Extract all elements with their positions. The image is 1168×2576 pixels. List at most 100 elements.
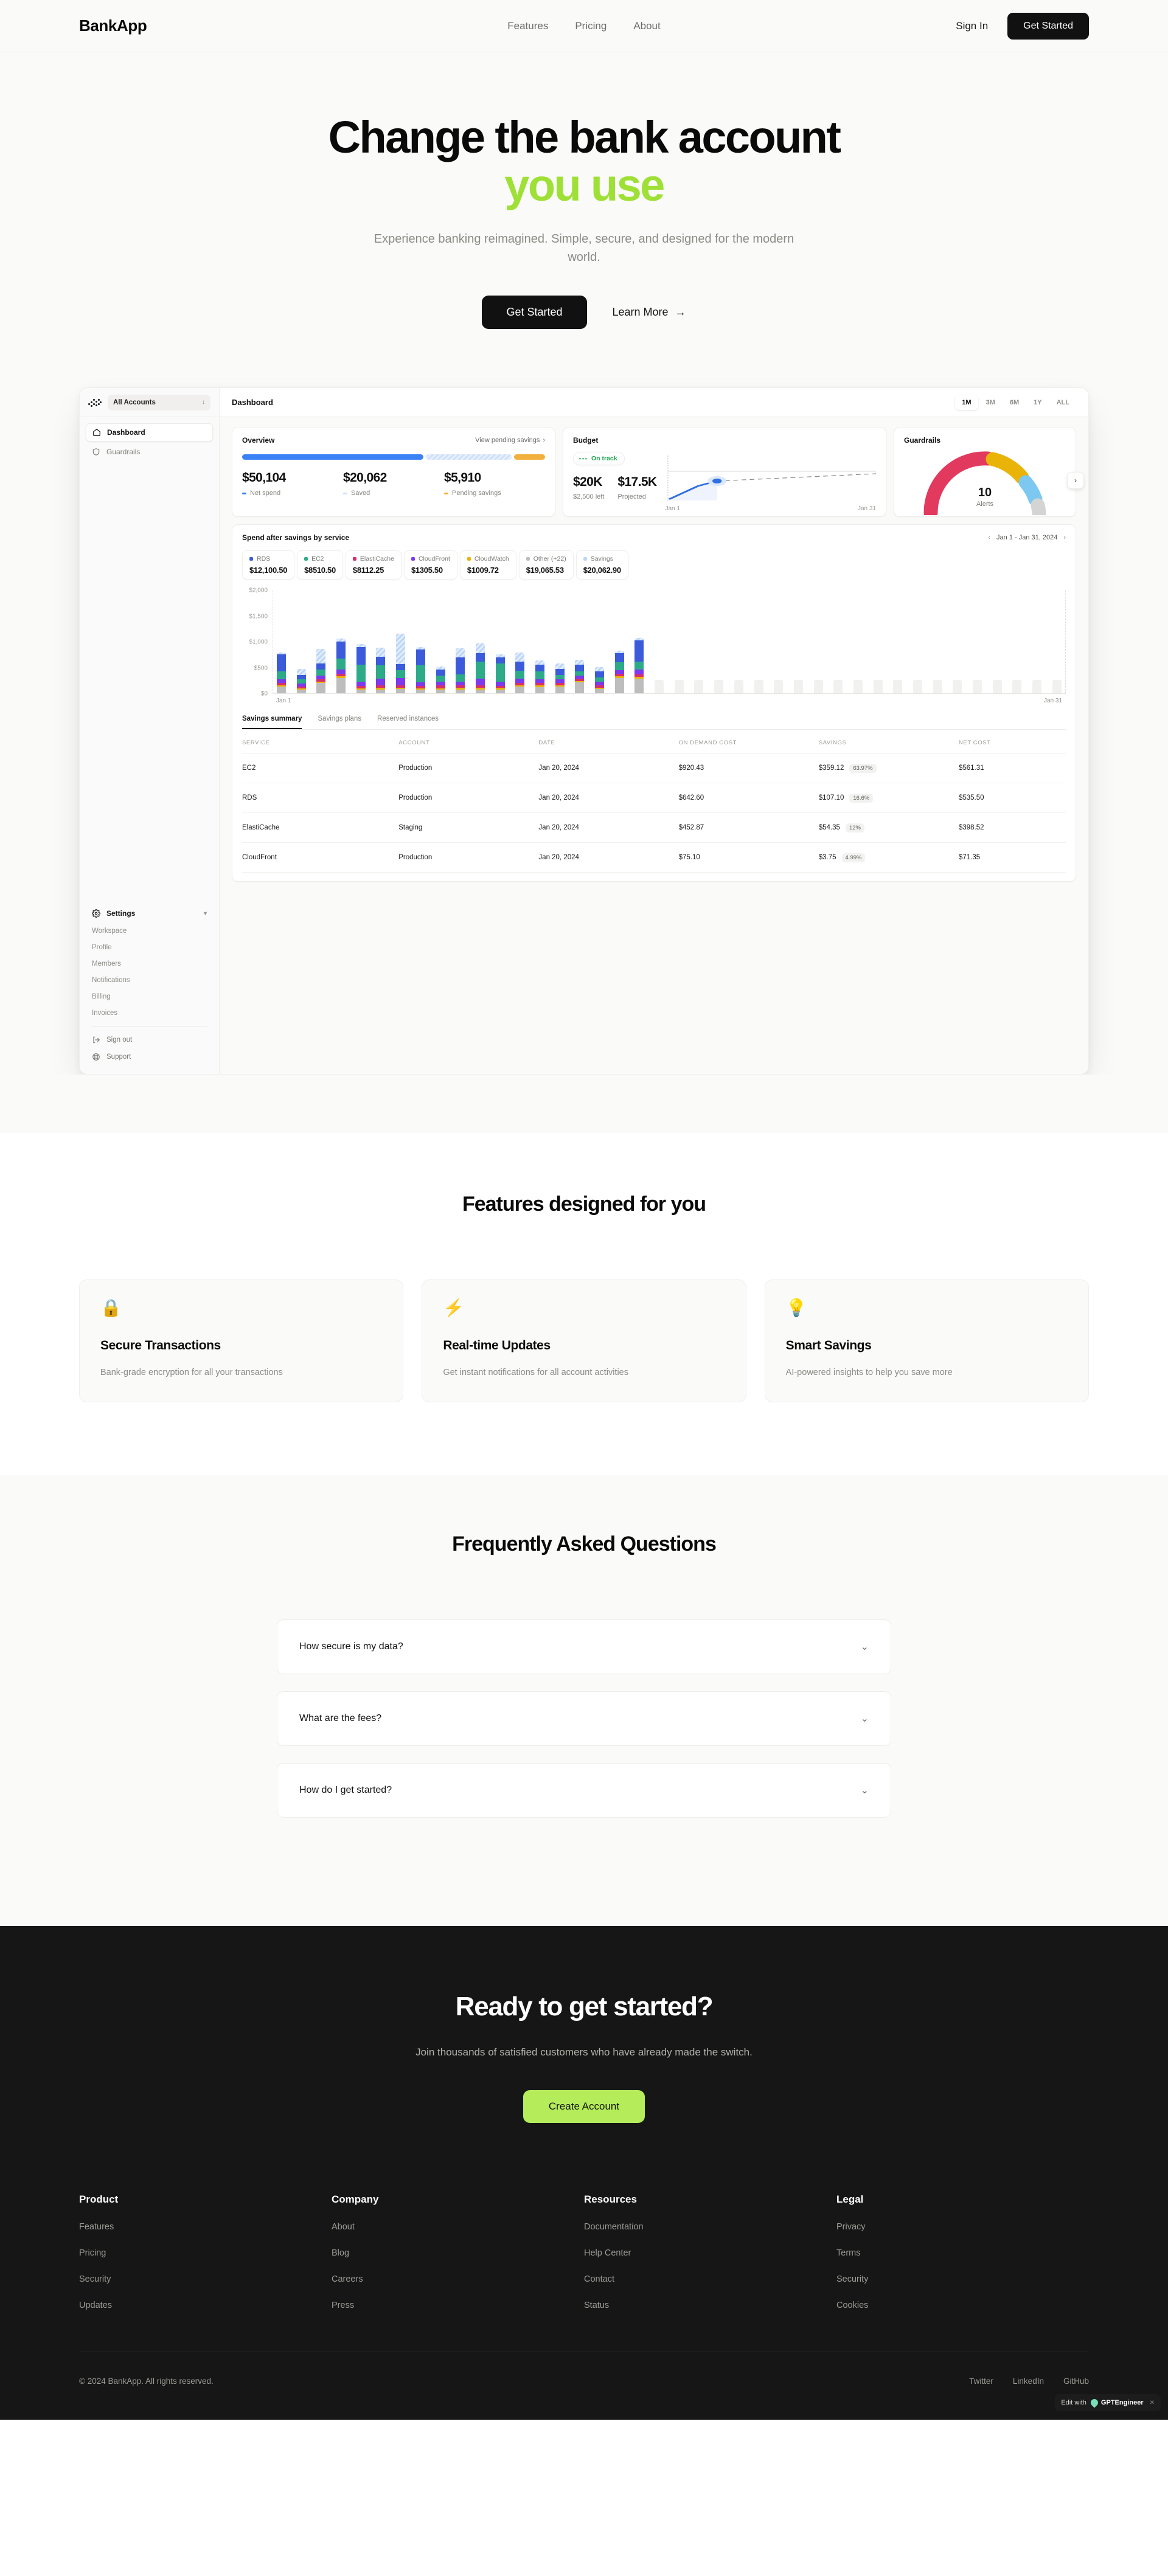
chart-bar-segment: [614, 653, 624, 663]
spend-legend: RDS $12,100.50 EC2 $8510.50 ElastiCache …: [242, 550, 1066, 580]
sign-in-link[interactable]: Sign In: [956, 19, 989, 32]
footer-link[interactable]: Security: [836, 2274, 869, 2285]
budget-projected-value: $17.5K: [617, 475, 657, 490]
legend-item-elasticache[interactable]: ElastiCache $8112.25: [345, 550, 401, 580]
sidebar-subitem-invoices[interactable]: Invoices: [92, 1009, 118, 1017]
range-all[interactable]: ALL: [1056, 398, 1069, 406]
learn-more-link[interactable]: Learn More →: [613, 306, 686, 319]
cell-date: Jan 20, 2024: [538, 753, 679, 784]
footer-link[interactable]: Terms: [836, 2248, 861, 2259]
table-row[interactable]: CloudFront Production Jan 20, 2024 $75.10 $3…: [242, 842, 1066, 873]
range-1y[interactable]: 1Y: [1034, 398, 1042, 406]
chart-bar-segment: [396, 689, 406, 694]
sidebar-item-settings[interactable]: Settings ▾: [86, 904, 213, 923]
account-selector[interactable]: All Accounts ↕: [108, 394, 210, 410]
create-account-button[interactable]: Create Account: [523, 2090, 645, 2124]
prev-period-button[interactable]: ‹: [988, 534, 991, 542]
footer-link[interactable]: Security: [79, 2274, 111, 2285]
view-pending-savings-link[interactable]: View pending savings ›: [475, 437, 545, 444]
footer-link[interactable]: Contact: [584, 2274, 614, 2285]
range-1m[interactable]: 1M: [955, 395, 978, 410]
table-row[interactable]: RDS Production Jan 20, 2024 $642.60 $107.10 1…: [242, 783, 1066, 814]
close-icon[interactable]: ✕: [1149, 2399, 1155, 2406]
footer-link[interactable]: Documentation: [584, 2222, 644, 2232]
chart-bar: [833, 680, 843, 694]
guardrails-gauge: 10 Alerts: [904, 447, 1066, 516]
chart-bar-segment: [475, 643, 485, 653]
social-link-linkedin[interactable]: LinkedIn: [1012, 2377, 1044, 2386]
cell-account: Production: [398, 842, 539, 873]
chart-bar-segment: [336, 677, 346, 694]
chevron-down-icon: ▾: [203, 910, 207, 917]
footer-bottom-bar: © 2024 BankApp. All rights reserved. Twi…: [79, 2352, 1089, 2386]
lifebuoy-icon: [92, 1053, 100, 1061]
nav-link-features[interactable]: Features: [507, 19, 549, 32]
social-link-twitter[interactable]: Twitter: [969, 2377, 993, 2386]
sidebar-item-support[interactable]: Support: [86, 1048, 213, 1065]
chart-bar-segment: [595, 671, 604, 678]
legend-item-other[interactable]: Other (+22) $19,065.53: [518, 550, 574, 580]
hero-get-started-button[interactable]: Get Started: [482, 296, 587, 330]
footer-link[interactable]: Features: [79, 2222, 114, 2232]
sidebar-subitem-notifications[interactable]: Notifications: [92, 976, 130, 984]
chart-bar-segment: [1052, 680, 1062, 694]
chart-bar-segment: [296, 679, 306, 684]
footer-link[interactable]: Press: [332, 2301, 355, 2311]
get-started-button[interactable]: Get Started: [1007, 12, 1089, 40]
footer-link[interactable]: Status: [584, 2301, 610, 2311]
faq-item-get-started[interactable]: How do I get started? ⌄: [277, 1763, 891, 1818]
faq-item-security[interactable]: How secure is my data? ⌄: [277, 1619, 891, 1675]
footer-link[interactable]: About: [332, 2222, 355, 2232]
y-tick: $1,500: [249, 613, 268, 620]
social-link-github[interactable]: GitHub: [1063, 2377, 1089, 2386]
range-6m[interactable]: 6M: [1009, 398, 1020, 406]
faq-title: Frequently Asked Questions: [452, 1532, 717, 1556]
sidebar-item-guardrails[interactable]: Guardrails: [86, 443, 213, 461]
footer-link[interactable]: Privacy: [836, 2222, 866, 2232]
legend-item-cloudwatch[interactable]: CloudWatch $1009.72: [459, 550, 516, 580]
sidebar-item-signout[interactable]: Sign out: [86, 1031, 213, 1048]
tab-savings-plans[interactable]: Savings plans: [318, 715, 362, 723]
footer-link[interactable]: Blog: [332, 2248, 350, 2259]
legend-item-ec2[interactable]: EC2 $8510.50: [297, 550, 343, 580]
gpt-engineer-badge[interactable]: Edit with GPTEngineer ✕: [1055, 2394, 1161, 2412]
sidebar-subitem-workspace[interactable]: Workspace: [92, 927, 127, 935]
chart-bar-segment: [475, 688, 485, 690]
guardrails-next-button[interactable]: ›: [1067, 472, 1084, 490]
footer-column-product: Product Features Pricing Security Update…: [79, 2193, 332, 2310]
footer-link[interactable]: Pricing: [79, 2248, 106, 2259]
tab-reserved-instances[interactable]: Reserved instances: [377, 715, 439, 723]
footer-link[interactable]: Cookies: [836, 2301, 869, 2311]
footer-link[interactable]: Help Center: [584, 2248, 631, 2259]
sidebar-subitem-members[interactable]: Members: [92, 960, 121, 968]
table-row[interactable]: EC2 Production Jan 20, 2024 $920.43 $359.12 6…: [242, 753, 1066, 784]
faq-item-fees[interactable]: What are the fees? ⌄: [277, 1691, 891, 1747]
budget-axis-start: Jan 1: [665, 505, 680, 513]
legend-item-cloudfront[interactable]: CloudFront $1305.50: [403, 550, 457, 580]
nav-link-pricing[interactable]: Pricing: [575, 19, 607, 32]
hero-cta-group: Get Started Learn More →: [0, 296, 1168, 330]
chart-bar-segment: [396, 634, 406, 664]
range-3m[interactable]: 3M: [985, 398, 995, 406]
legend-item-savings[interactable]: Savings $20,062.90: [575, 550, 628, 580]
legend-item-rds[interactable]: RDS $12,100.50: [242, 550, 295, 580]
nav-link-about[interactable]: About: [633, 19, 661, 32]
sidebar-signout-label: Sign out: [106, 1036, 133, 1044]
chart-bar-placeholder: [674, 680, 684, 694]
footer-link[interactable]: Careers: [332, 2274, 363, 2285]
chart-bar-segment: [893, 680, 903, 694]
chart-bar: [376, 647, 386, 694]
sidebar-item-dashboard[interactable]: Dashboard: [86, 423, 213, 442]
cell-on-demand-cost: $452.87: [678, 812, 819, 843]
overview-stat-label-text: Pending savings: [452, 490, 501, 497]
sidebar-subitem-profile[interactable]: Profile: [92, 943, 112, 951]
tab-savings-summary[interactable]: Savings summary: [242, 715, 302, 730]
brand-logo[interactable]: BankApp: [79, 16, 147, 35]
guardrails-card: Guardrails 10 Alerts: [894, 427, 1084, 518]
overview-stat-value: $50,104: [242, 471, 286, 485]
chart-bar-segment: [555, 663, 565, 669]
next-period-button[interactable]: ›: [1063, 534, 1066, 542]
footer-link[interactable]: Updates: [79, 2301, 113, 2311]
table-row[interactable]: ElastiCache Staging Jan 20, 2024 $452.87 $54…: [242, 812, 1066, 843]
sidebar-subitem-billing[interactable]: Billing: [92, 992, 111, 1000]
